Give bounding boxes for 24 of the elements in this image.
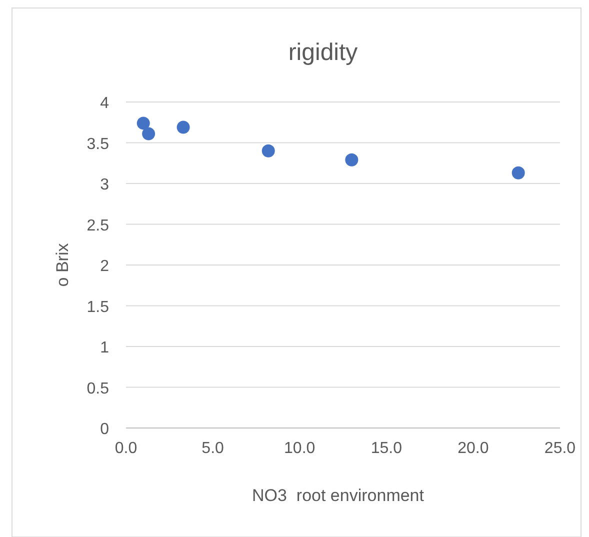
point (512, 166, 525, 180)
y-tick-label: 2 (100, 258, 110, 275)
x-tick-label: 10.0 (284, 440, 316, 457)
x-tick-label: 20.0 (458, 440, 489, 457)
point (136, 116, 150, 130)
y-tick-label: 1 (100, 340, 110, 356)
y-tick-label: 3.5 (86, 136, 110, 153)
y-tick-label: 4 (100, 95, 110, 112)
x-tick-label: 0.0 (114, 440, 138, 457)
y-tick-label: 1.5 (86, 298, 110, 316)
x-tick-label: 15.0 (370, 440, 402, 457)
y-axis-title: o Brix (53, 242, 72, 287)
x-axis-title: NO3 root environment (252, 486, 424, 505)
x-tick-label: 25.0 (544, 440, 576, 457)
chart-title: rigidity (288, 39, 358, 66)
point (176, 120, 190, 134)
y-tick-label: 0 (100, 421, 110, 438)
y-tick-label: 3 (100, 176, 110, 194)
y-tick-label: 0.5 (86, 380, 110, 398)
point (142, 127, 156, 140)
y-tick-label: 2.5 (86, 217, 110, 234)
point (345, 153, 358, 166)
x-tick-label: 5.0 (202, 440, 224, 457)
point (262, 144, 275, 158)
